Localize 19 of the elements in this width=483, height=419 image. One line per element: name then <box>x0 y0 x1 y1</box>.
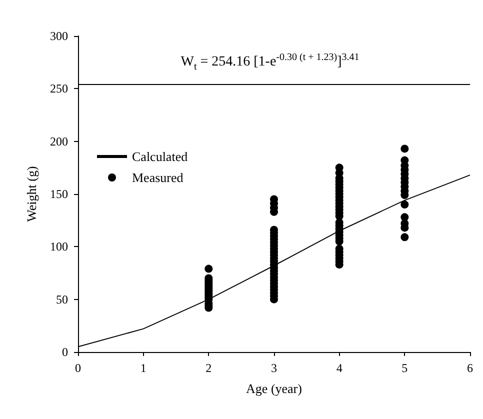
x-tick-label: 0 <box>75 361 81 375</box>
x-tick-label: 2 <box>206 361 212 375</box>
y-tick-label: 50 <box>56 292 68 306</box>
x-axis-title: Age (year) <box>246 381 302 396</box>
annotation: W$_{t}$ = 254.16 [1-e$^{-0.30 (t + 1.23)}$]$^{3.41}$ <box>180 52 360 72</box>
x-tick-label: 4 <box>336 361 342 375</box>
y-tick-label: 0 <box>62 345 68 359</box>
y-axis-title: Weight (g) <box>24 166 39 222</box>
x-tick-label: 1 <box>140 361 146 375</box>
x-tick-label: 5 <box>402 361 408 375</box>
legend-label: Measured <box>132 170 184 185</box>
y-tick-label: 150 <box>50 187 68 201</box>
y-tick-label: 200 <box>50 134 68 148</box>
y-tick-label: 250 <box>50 82 68 96</box>
x-tick-label: 3 <box>271 361 277 375</box>
x-tick-label: 6 <box>467 361 473 375</box>
y-tick-label: 300 <box>50 29 68 43</box>
y-tick-label: 100 <box>50 240 68 254</box>
legend-label: Calculated <box>132 149 188 164</box>
